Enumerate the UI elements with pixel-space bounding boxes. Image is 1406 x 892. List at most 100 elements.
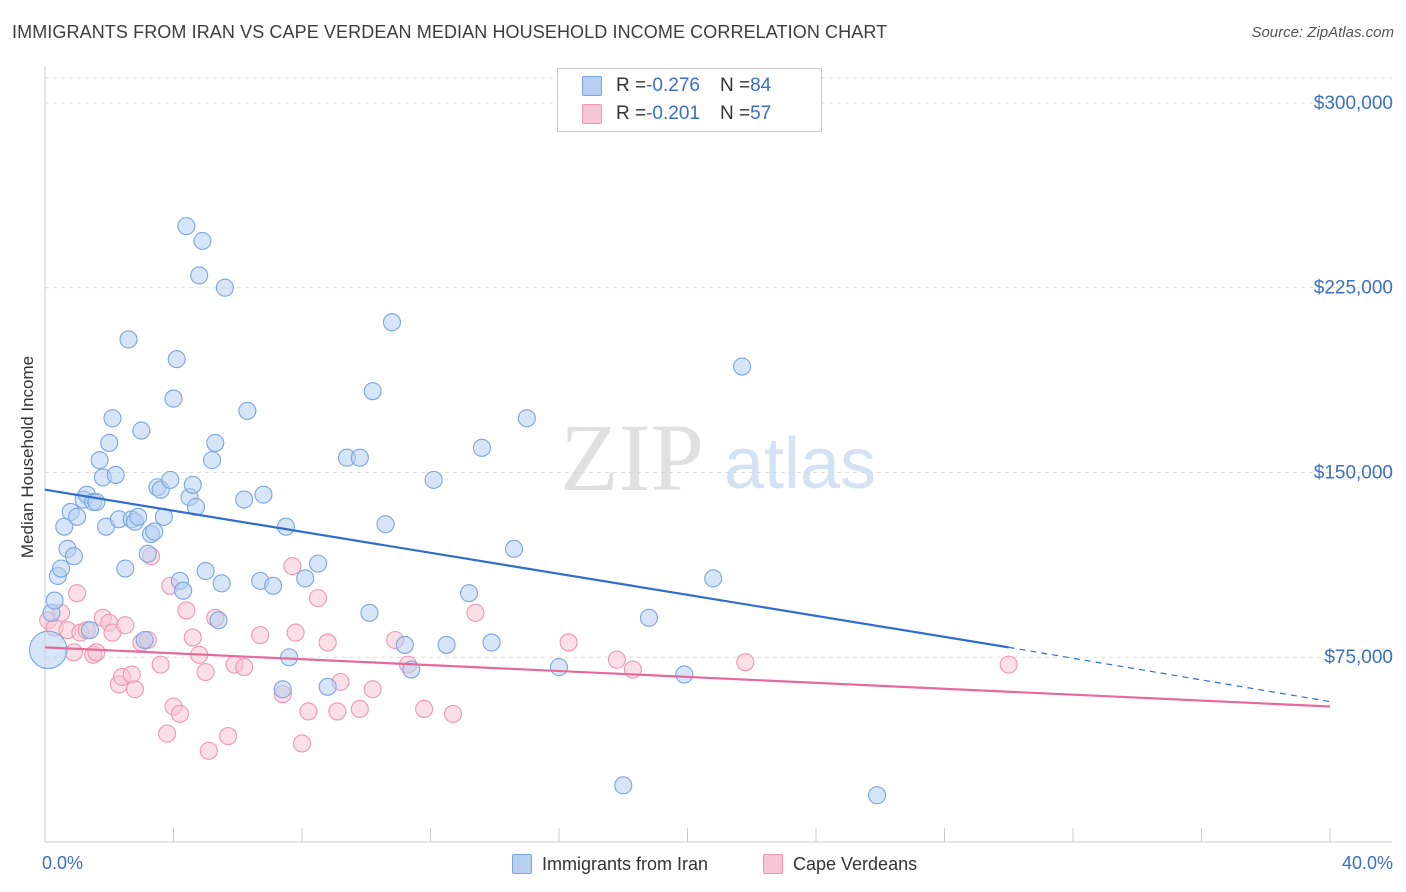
data-point-iran: [52, 559, 71, 578]
y-axis-label: Median Household Income: [18, 355, 37, 559]
data-point-iran: [28, 630, 68, 670]
series-immigrants-from-iran: [28, 217, 887, 805]
data-point-iran: [704, 569, 723, 588]
data-point-cape-verdeans: [415, 699, 434, 719]
data-point-iran: [639, 608, 659, 627]
bottom-legend-label-iran: Immigrants from Iran: [542, 853, 709, 874]
watermark-zip: ZIP: [560, 404, 704, 511]
data-point-iran: [80, 621, 100, 640]
legend-n-value: 84: [750, 75, 772, 96]
data-point-iran: [614, 776, 633, 795]
data-point-cape-verdeans: [286, 623, 305, 642]
data-point-iran: [145, 522, 164, 541]
data-point-iran: [867, 786, 887, 805]
bottom-legend-iran: Immigrants from Iran: [512, 853, 708, 875]
data-point-iran: [64, 547, 83, 566]
data-point-cape-verdeans: [466, 603, 485, 622]
data-point-cape-verdeans: [235, 658, 254, 677]
data-point-cape-verdeans: [299, 702, 318, 721]
data-point-iran: [675, 665, 694, 684]
data-point-iran: [103, 409, 122, 428]
legend-row-iran: R = -0.276 N = 84: [582, 75, 771, 97]
data-point-iran: [129, 507, 148, 526]
tick-labels: $75,000 $150,000 $225,000 $300,000 0.0% 40.0%: [42, 93, 1393, 873]
legend-row-cape: R = -0.201 N = 57: [582, 103, 771, 125]
data-point-iran: [203, 451, 222, 470]
bottom-legend-swatch-iran: [512, 854, 532, 874]
trend-line-cape-verdeans: [44, 646, 1331, 708]
data-point-iran: [135, 630, 154, 650]
data-point-iran: [164, 389, 183, 408]
data-point-iran: [100, 433, 119, 452]
data-point-cape-verdeans: [183, 628, 202, 647]
bottom-legend-swatch-cape: [763, 854, 783, 874]
data-point-iran: [45, 591, 64, 610]
data-point-cape-verdeans: [151, 655, 170, 674]
data-point-cape-verdeans: [199, 741, 218, 760]
data-point-cape-verdeans: [219, 727, 238, 746]
x-tick-label-min: 0.0%: [42, 853, 83, 873]
data-point-cape-verdeans: [68, 584, 87, 603]
data-point-iran: [138, 544, 157, 563]
legend-r-label: R =: [616, 75, 647, 96]
data-point-cape-verdeans: [64, 643, 83, 662]
data-point-iran: [116, 559, 135, 578]
data-point-iran: [276, 517, 295, 536]
watermark-atlas: atlas: [724, 424, 876, 504]
data-point-iran: [167, 350, 186, 369]
data-point-cape-verdeans: [158, 724, 177, 743]
data-point-cape-verdeans: [177, 601, 196, 620]
data-point-iran: [504, 539, 524, 558]
data-point-cape-verdeans: [350, 699, 369, 719]
data-point-iran: [395, 635, 414, 654]
axes: [44, 66, 1392, 843]
data-point-iran: [424, 470, 443, 489]
data-point-iran: [183, 475, 202, 494]
data-point-iran: [206, 433, 225, 452]
data-point-cape-verdeans: [87, 643, 106, 662]
data-point-iran: [376, 515, 395, 534]
trend-lines: [44, 488, 1331, 708]
data-point-iran: [132, 421, 151, 440]
data-point-iran: [190, 266, 209, 285]
data-point-iran: [209, 611, 228, 630]
data-point-iran: [296, 569, 315, 588]
legend-n-label: N =: [719, 103, 751, 124]
data-point-iran: [161, 470, 180, 489]
data-point-iran: [174, 581, 193, 600]
data-point-cape-verdeans: [251, 626, 270, 645]
data-point-iran: [90, 451, 109, 470]
data-point-iran: [273, 680, 292, 699]
data-point-iran: [309, 554, 328, 573]
data-point-cape-verdeans: [999, 655, 1018, 674]
data-point-cape-verdeans: [363, 680, 382, 699]
data-point-cape-verdeans: [116, 616, 135, 635]
legend-swatch-cape: [582, 104, 602, 124]
data-point-cape-verdeans: [292, 734, 312, 753]
data-point-cape-verdeans: [607, 650, 626, 669]
data-point-iran: [482, 633, 501, 652]
chart-title: IMMIGRANTS FROM IRAN VS CAPE VERDEAN MED…: [12, 22, 888, 42]
data-point-iran: [68, 507, 87, 526]
legend-n-label: N =: [719, 75, 751, 96]
data-point-iran: [472, 438, 491, 457]
source-label: Source: ZipAtlas.com: [1251, 24, 1394, 41]
data-point-cape-verdeans: [318, 633, 337, 652]
data-point-cape-verdeans: [328, 702, 347, 721]
data-point-iran: [215, 278, 234, 297]
y-tick-label: $75,000: [1324, 647, 1393, 668]
data-point-iran: [106, 465, 125, 484]
data-point-iran: [517, 409, 536, 428]
series-cape-verdeans: [39, 547, 1018, 760]
legend-r-value: -0.201: [646, 103, 700, 124]
trend-line-iran: [44, 488, 1009, 649]
data-point-cape-verdeans: [196, 662, 215, 682]
data-point-iran: [193, 231, 212, 250]
data-point-iran: [254, 485, 273, 504]
data-point-iran: [196, 561, 215, 581]
legend-swatch-iran: [582, 76, 602, 96]
data-point-cape-verdeans: [283, 557, 302, 576]
data-point-iran: [264, 576, 283, 595]
y-tick-label: $300,000: [1314, 93, 1393, 114]
data-point-iran: [238, 401, 257, 420]
